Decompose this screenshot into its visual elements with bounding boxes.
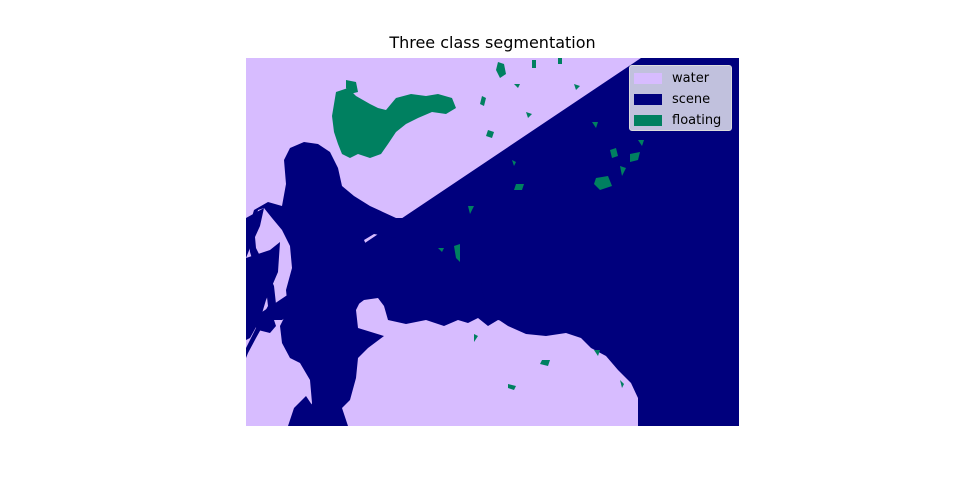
legend-item-scene: scene: [634, 90, 710, 108]
legend-label-water: water: [672, 70, 710, 86]
figure-title: Three class segmentation: [389, 33, 596, 52]
scene-region-right-body: [478, 58, 739, 426]
legend-swatch-scene: [634, 93, 662, 105]
legend-swatch-water: [634, 72, 662, 84]
legend-item-water: water: [634, 69, 709, 87]
legend: water scene floating: [629, 65, 732, 131]
legend-swatch-floating: [634, 114, 662, 126]
legend-label-scene: scene: [672, 91, 711, 107]
floating-regions: [332, 58, 644, 390]
legend-item-floating: floating: [634, 111, 721, 129]
scene-region-person: [246, 142, 442, 426]
scene-region-left-edge: [246, 208, 264, 258]
scene-region-left-arm: [246, 242, 280, 340]
legend-label-floating: floating: [672, 112, 722, 128]
